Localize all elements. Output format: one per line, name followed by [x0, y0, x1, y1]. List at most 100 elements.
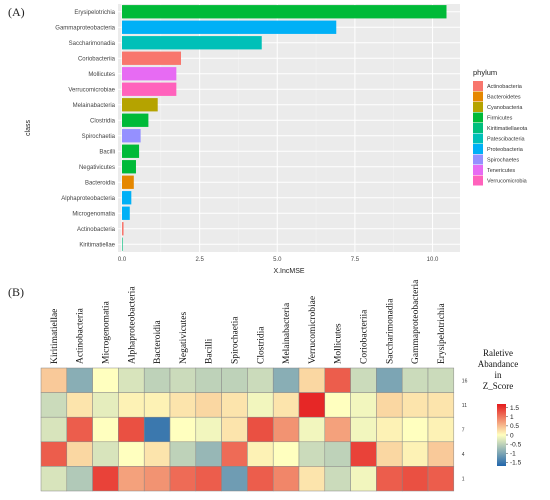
heatmap-cell [427, 367, 455, 393]
legend-swatch [473, 112, 483, 123]
heatmap-cell [118, 441, 145, 467]
heatmap-cell [195, 367, 222, 393]
bar [122, 20, 337, 34]
heatmap-column-label: Gammaproteobacteria [411, 279, 421, 364]
heatmap-cell [350, 367, 377, 393]
heatmap-cell [272, 441, 300, 467]
legend-swatch [473, 133, 483, 144]
colorbar-tick-label: -0.5 [510, 441, 522, 448]
legend-swatch [473, 81, 483, 91]
y-tick-label: Alphaproteobacteria [61, 196, 115, 202]
heatmap-cell [272, 416, 300, 443]
heatmap-cell [350, 392, 377, 418]
heatmap-cell [195, 441, 222, 467]
y-tick-label: Bacteroidia [85, 180, 116, 186]
bars [122, 5, 447, 251]
y-tick-label: Verrucomicrobiae [68, 87, 115, 93]
legend-label: Verrucomicrobia [487, 179, 528, 185]
heatmap-cell [118, 392, 145, 418]
heatmap-cell [143, 441, 171, 467]
heatmap-column-label: Mollicutes [334, 323, 344, 364]
legend-swatch [473, 175, 483, 186]
heatmap-cell [401, 367, 429, 393]
legend-label: Tenericutes [487, 168, 515, 174]
colorbar-tick-label: 1.5 [510, 405, 519, 412]
heatmap-cell [40, 466, 68, 492]
heatmap-cell [298, 466, 326, 492]
heatmap-cell [298, 392, 326, 418]
colorbar-title: Z_Score [483, 381, 514, 391]
heatmap-cell [247, 466, 274, 492]
heatmap-cell [272, 367, 300, 393]
legend-label: Proteobacteria [487, 147, 524, 153]
x-tick-label: 7.5 [351, 257, 360, 263]
colorbar-tick-label: 1 [510, 414, 514, 421]
y-tick-label: Bacilli [99, 149, 115, 155]
bar [122, 82, 177, 96]
x-tick-labels: 0.0 2.5 5.0 7.5 10.0 [118, 257, 439, 263]
heatmap-row-label: 16 [462, 378, 468, 384]
bar [122, 175, 134, 189]
heatmap-cell [143, 392, 171, 418]
y-tick-label: Coriobacteriia [78, 56, 116, 62]
heatmap-cell [92, 441, 119, 467]
heatmap-cell [221, 441, 248, 467]
y-tick-label: Mollicutes [88, 72, 115, 78]
bar [122, 237, 123, 251]
panel-b-label: (B) [8, 285, 24, 299]
y-tick-label: Microgenomatia [72, 211, 115, 217]
panel-a-label: (A) [8, 5, 25, 19]
colorbar-tick-label: 0 [510, 432, 514, 439]
heatmap-column-label: Microgenomatia [102, 300, 112, 364]
heatmap-cell [376, 392, 403, 418]
heatmap-column-label: Erysipelotrichia [437, 303, 447, 364]
colorbar-title: Raletive [483, 348, 513, 358]
heatmap-cell [401, 466, 429, 492]
heatmap-cell [401, 416, 429, 443]
bar [122, 113, 149, 127]
heatmap-column-label: Clostridia [256, 326, 266, 364]
legend-label: Patescibacteria [487, 137, 526, 143]
heatmap-column-label: Negativicutes [179, 311, 189, 364]
colorbar-title: Abandance [478, 359, 518, 369]
heatmap-cell [92, 466, 119, 492]
heatmap-column-label: Coriobacteriia [360, 309, 370, 364]
heatmap-cell [118, 466, 145, 492]
importance-bar-chart: Erysipelotrichia Gammaproteobacteria Sacch… [25, 4, 528, 275]
heatmap-cell [376, 367, 403, 393]
heatmap-cell [66, 392, 93, 418]
legend-swatch [473, 154, 483, 165]
heatmap-column-label: Actinobacteria [76, 307, 86, 364]
y-tick-label: Melainabacteria [73, 103, 116, 109]
heatmap-cell [195, 466, 222, 492]
legend-label: Bacteroidetes [487, 95, 521, 101]
heatmap-cell [143, 466, 171, 492]
bar [122, 191, 132, 205]
y-tick-label: Kiritimatiellae [79, 242, 115, 248]
bar [122, 144, 140, 158]
y-tick-label: Actinobacteria [77, 227, 116, 233]
heatmap-cell [169, 367, 197, 393]
heatmap-cell [92, 416, 119, 443]
heatmap-cell [143, 416, 171, 443]
heatmap-cell [298, 441, 326, 467]
heatmap-cell [350, 416, 377, 443]
bar [122, 36, 262, 50]
heatmap-cell [427, 441, 455, 467]
heatmap-cell [221, 367, 248, 393]
heatmap-cell [350, 441, 377, 467]
heatmap-cell [401, 441, 429, 467]
heatmap-cells [40, 367, 455, 492]
x-tick-label: 0.0 [118, 257, 127, 263]
heatmap-cell [272, 466, 300, 492]
heatmap-cell [376, 466, 403, 492]
heatmap-cell [427, 392, 455, 418]
heatmap-cell [324, 441, 351, 467]
y-tick-label: Negativicutes [79, 165, 115, 171]
heatmap-cell [40, 367, 68, 393]
colorbar-tick-label: -1.5 [510, 460, 522, 467]
y-tick-label: Clostridia [90, 118, 116, 124]
heatmap-cell [118, 416, 145, 443]
